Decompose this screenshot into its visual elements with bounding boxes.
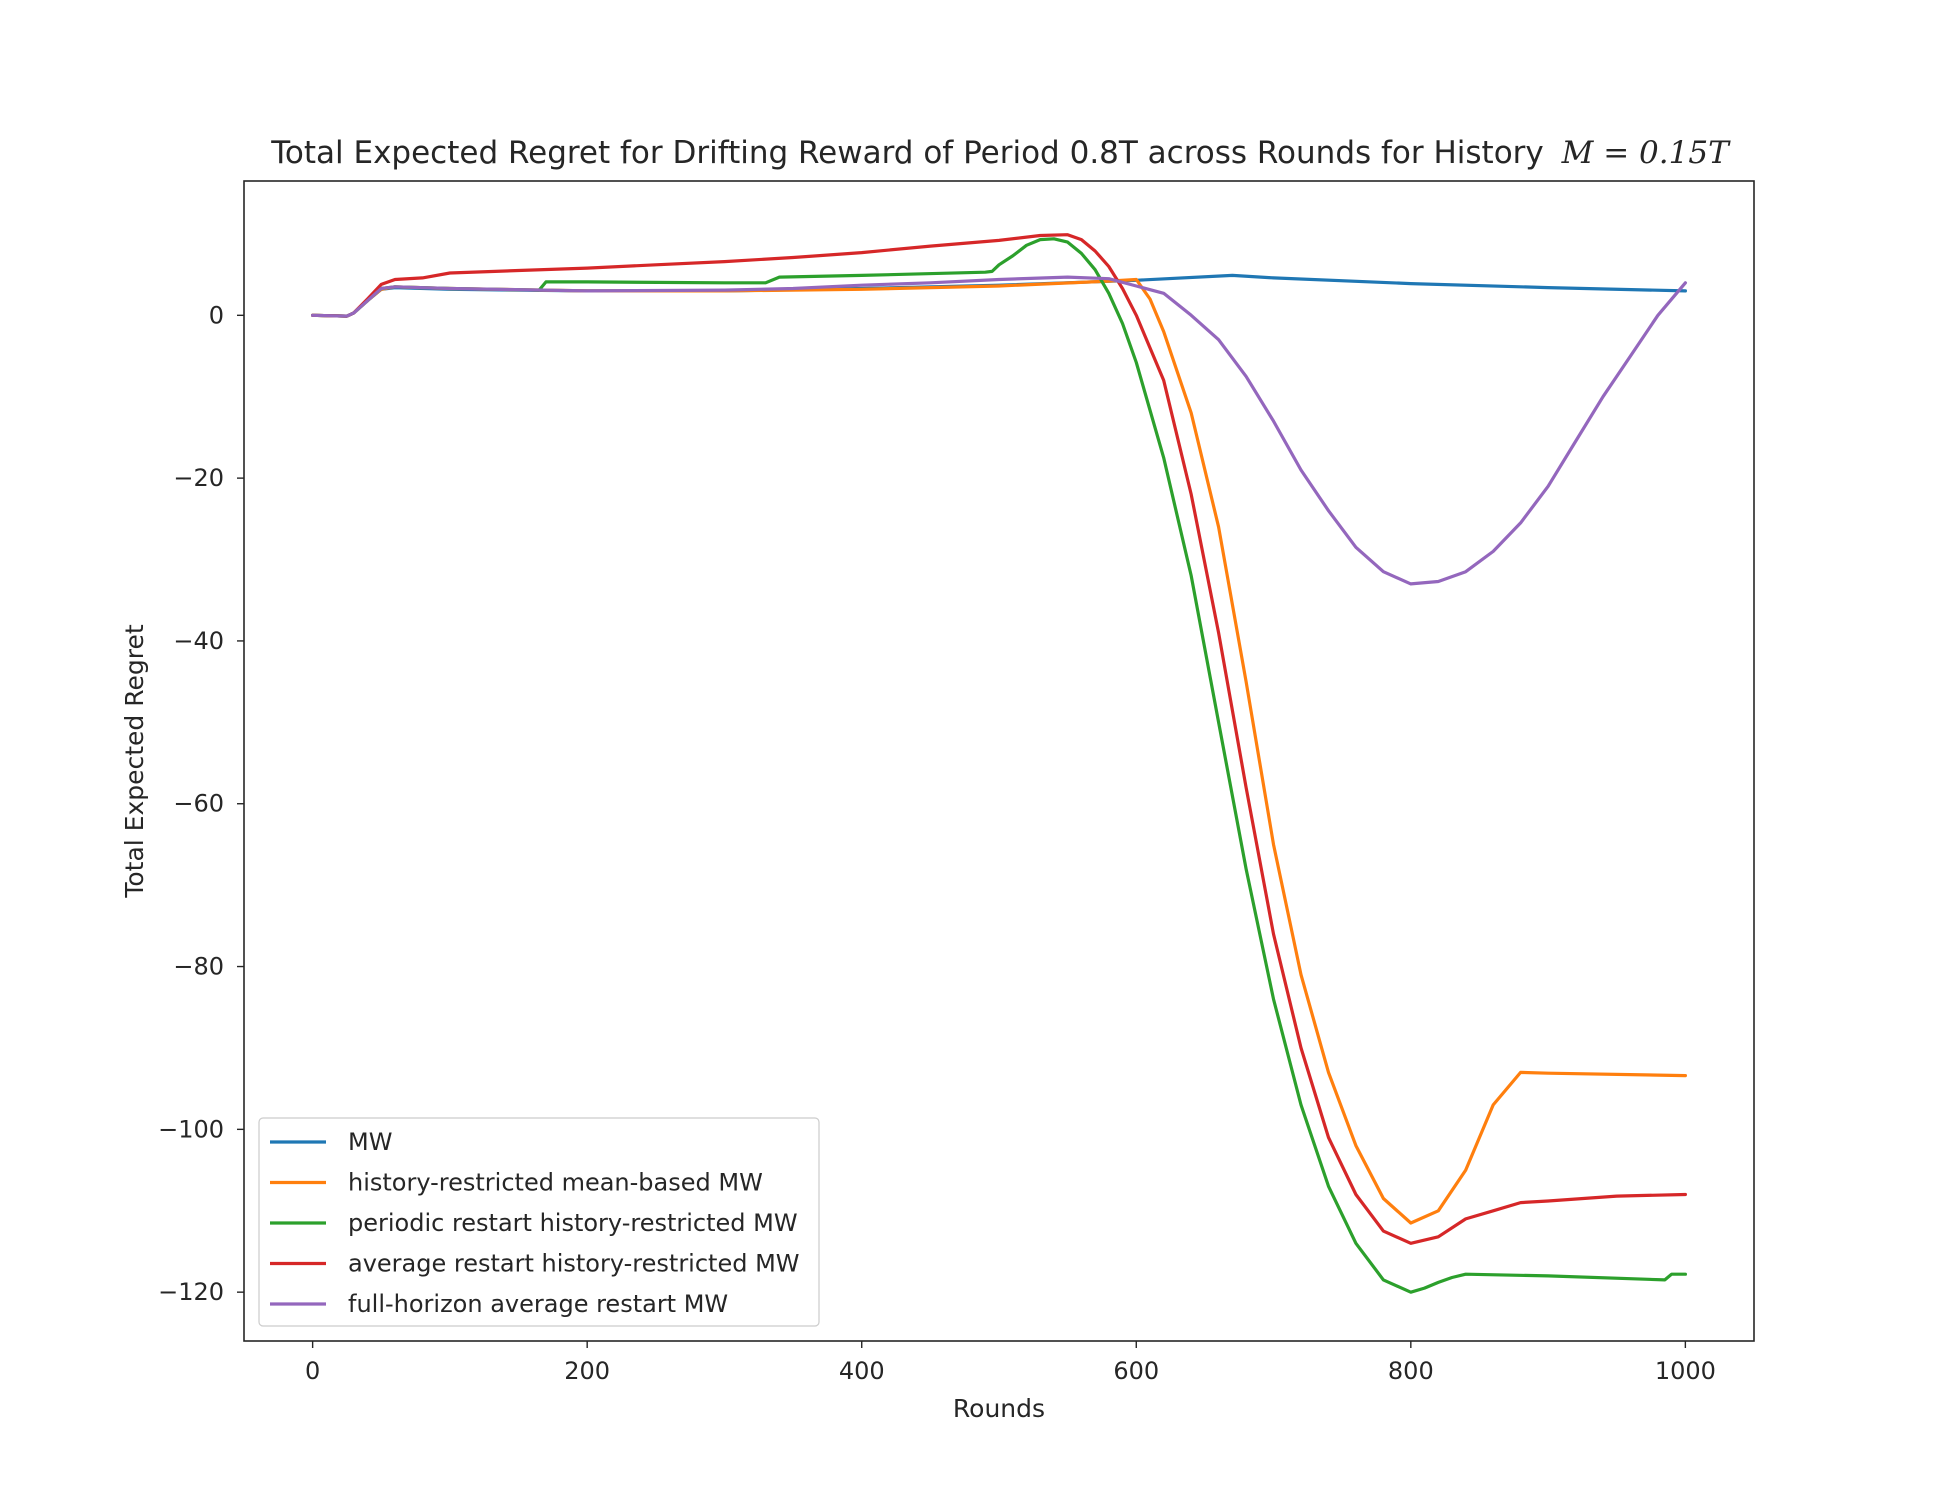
legend-label-5: full-horizon average restart MW (348, 1290, 728, 1318)
x-tick-label: 1000 (1655, 1357, 1716, 1385)
chart-title: Total Expected Regret for Drifting Rewar… (270, 135, 1731, 171)
legend-box (258, 1117, 820, 1327)
x-axis-ticks: 0 200 400 600 800 1000 (305, 1341, 1716, 1385)
series-line-3 (311, 237, 1687, 1294)
y-axis-ticks: 0 −20 −40 −60 −80 −100 −120 (158, 301, 244, 1306)
y-tick-label: −120 (158, 1278, 224, 1306)
plot-frame (243, 180, 1755, 1342)
series-line-5 (311, 275, 1687, 586)
y-tick-label: −40 (173, 627, 224, 655)
legend-label-4: average restart history-restricted MW (348, 1250, 800, 1278)
x-tick-label: 400 (839, 1357, 885, 1385)
legend-label-3: periodic restart history-restricted MW (348, 1209, 798, 1237)
y-tick-label: −20 (173, 464, 224, 492)
chart-title-math: M = 0.15T (1561, 135, 1731, 171)
series-group (311, 233, 1687, 1294)
y-axis-label: Total Expected Regret (120, 624, 149, 899)
series-line-4 (311, 233, 1687, 1245)
x-tick-label: 200 (564, 1357, 610, 1385)
y-tick-label: −100 (158, 1115, 224, 1143)
legend-label-2: history-restricted mean-based MW (348, 1169, 763, 1197)
legend-label-1: MW (348, 1128, 392, 1156)
y-tick-label: −80 (173, 953, 224, 981)
x-tick-label: 600 (1113, 1357, 1159, 1385)
legend: MW history-restricted mean-based MW period… (258, 1117, 820, 1327)
y-tick-label: −60 (173, 790, 224, 818)
y-tick-label: 0 (209, 301, 224, 329)
chart-title-text: Total Expected Regret for Drifting Rewar… (270, 135, 1544, 171)
x-tick-label: 0 (305, 1357, 320, 1385)
series-line-1 (311, 273, 1687, 318)
x-tick-label: 800 (1388, 1357, 1434, 1385)
x-axis-label: Rounds (953, 1394, 1045, 1423)
series-line-2 (311, 277, 1687, 1225)
